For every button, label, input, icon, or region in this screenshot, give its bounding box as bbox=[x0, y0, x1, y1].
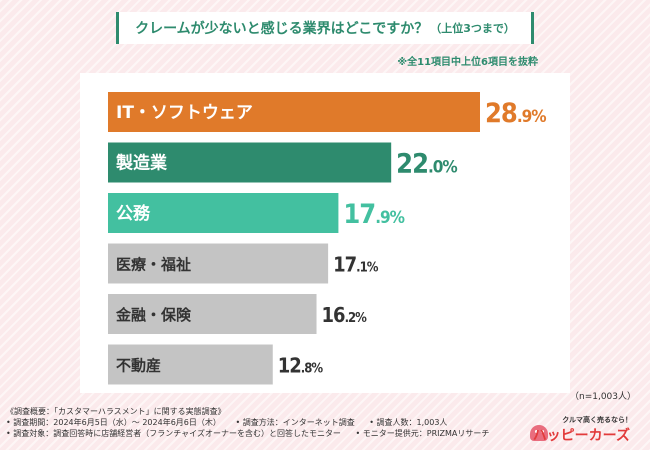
footer-period: • 調査期間：2024年6月5日（水）～ 2024年6月6日（木） bbox=[6, 418, 221, 427]
footer-count: • 調査人数：1,003人 bbox=[369, 418, 448, 427]
brand-logo: クルマ高く売るなら！ ハッピーカーズ bbox=[526, 415, 636, 445]
bar-label-3: 公務 bbox=[116, 203, 151, 224]
sample-size: （n=1,003人） bbox=[569, 392, 636, 402]
logo-tagline: クルマ高く売るなら！ bbox=[562, 416, 632, 424]
chart-note: ※全11項目中上位6項目を抜粋 bbox=[397, 57, 538, 68]
bar-4 bbox=[108, 243, 329, 284]
value-label-2: 22.0% bbox=[396, 149, 457, 180]
bar-1 bbox=[108, 92, 480, 132]
bar-chart: IT・ソフトウェア 28.9% 製造業 22.0% 公務 17.9% 医療・福祉 17.1% 金… bbox=[108, 92, 547, 385]
chart-title-box: クレームが少ないと感じる業界はどこですか？ （上位3つまで） bbox=[116, 12, 534, 44]
logo-name: ハッピーカーズ bbox=[532, 428, 630, 444]
bar-label-1: IT・ソフトウェア bbox=[116, 103, 253, 123]
bar-label-5: 金融・保険 bbox=[115, 306, 192, 324]
value-label-4: 17.1% bbox=[333, 253, 379, 277]
bar-label-2: 製造業 bbox=[115, 153, 167, 174]
footer-summary: 《調査概要：「カスタマーハラスメント」に関する実態調査》 bbox=[6, 407, 226, 416]
chart-title: クレームが少ないと感じる業界はどこですか？ bbox=[135, 21, 429, 37]
survey-footer: 《調査概要：「カスタマーハラスメント」に関する実態調査》 • 調査期間：2024… bbox=[6, 406, 501, 439]
value-label-5: 16.2% bbox=[322, 303, 368, 327]
footer-target: • 調査対象：調査回答時に店舗経営者（フランチャイズオーナーを含む）と回答したモ… bbox=[6, 429, 341, 438]
bar-label-4: 医療・福祉 bbox=[116, 256, 191, 274]
mascot-icon bbox=[530, 425, 548, 441]
bar-5 bbox=[108, 294, 317, 334]
bar-3 bbox=[108, 193, 339, 233]
chart-panel: IT・ソフトウェア 28.9% 製造業 22.0% 公務 17.9% 医療・福祉 17.1% 金… bbox=[80, 73, 570, 393]
bar-2 bbox=[108, 142, 392, 183]
value-label-1: 28.9% bbox=[485, 98, 546, 129]
bar-label-6: 不動産 bbox=[116, 357, 161, 375]
value-label-6: 12.8% bbox=[278, 354, 324, 378]
chart-title-sub: （上位3つまで） bbox=[430, 22, 515, 35]
footer-provider: • モニター提供元：PRIZMAリサーチ bbox=[355, 429, 490, 438]
value-label-3: 17.9% bbox=[343, 199, 404, 230]
bar-6 bbox=[108, 344, 273, 385]
footer-method: • 調査方法：インターネット調査 bbox=[235, 418, 355, 427]
